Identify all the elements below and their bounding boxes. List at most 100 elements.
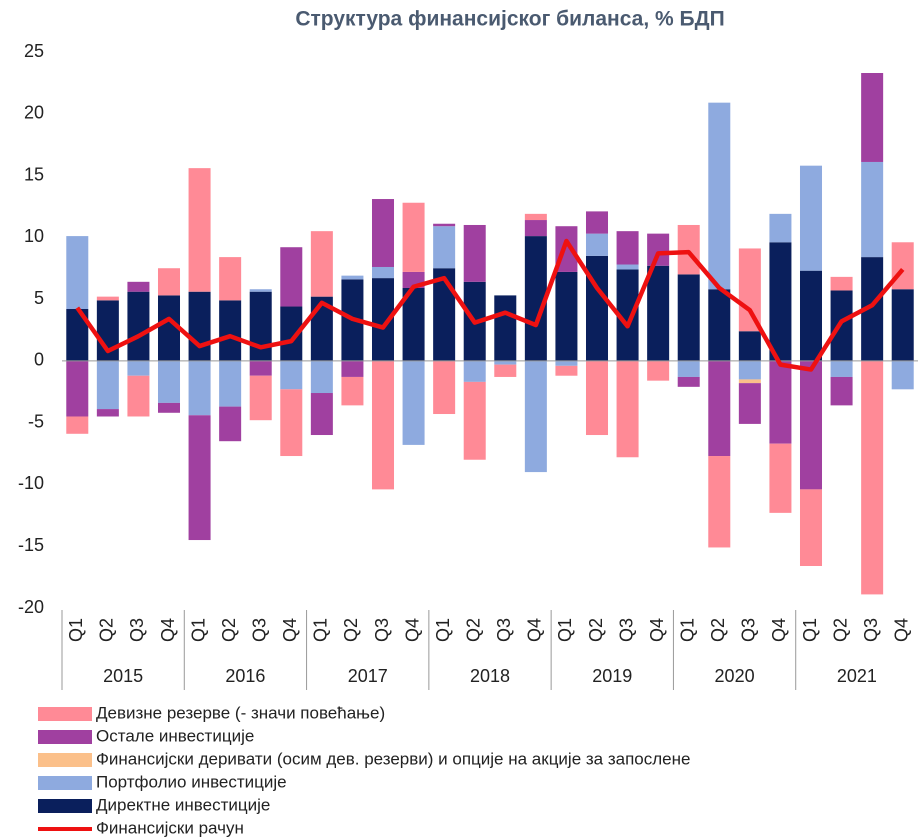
bar-segment: [891, 289, 914, 361]
x-tick-label: Q4: [525, 618, 545, 642]
bar-segment: [769, 360, 792, 444]
bar-segment: [524, 220, 547, 237]
bar-segment: [524, 360, 547, 473]
bar-segment: [371, 199, 395, 267]
bar-segment: [371, 266, 395, 279]
bar-segment: [402, 360, 425, 445]
bar-segment: [738, 331, 761, 361]
x-tick-label: Q2: [463, 618, 483, 642]
bar-segment: [708, 360, 731, 457]
bar-segment: [616, 269, 639, 361]
bar-segment: [891, 360, 914, 390]
y-tick-label: -5: [28, 411, 44, 431]
x-tick-label: Q4: [647, 618, 667, 642]
x-tick-label: Q3: [861, 618, 881, 642]
x-tick-label: Q3: [372, 618, 392, 642]
bar-segment: [219, 406, 242, 442]
bar-segment: [249, 375, 272, 421]
group-label: 2018: [470, 666, 510, 686]
bar-segment: [708, 456, 731, 548]
bar-segment: [677, 224, 700, 275]
bar-segment: [341, 376, 364, 406]
bar-segment: [188, 168, 211, 292]
x-tick-label: Q4: [769, 618, 789, 642]
bar-segment: [433, 223, 456, 227]
x-tick-label: Q1: [555, 618, 575, 642]
bar-segment: [494, 364, 517, 377]
x-tick-label: Q2: [830, 618, 850, 642]
group-label: 2017: [348, 666, 388, 686]
legend-swatch: [38, 730, 92, 744]
y-tick-label: -10: [18, 473, 44, 493]
x-tick-label: Q2: [219, 618, 239, 642]
bar-segment: [188, 360, 211, 416]
y-tick-label: 0: [34, 350, 44, 370]
bar-segment: [127, 281, 150, 292]
group-label: 2016: [225, 666, 265, 686]
bar-segment: [157, 268, 181, 296]
legend-label: Остале инвестиције: [96, 726, 254, 745]
bar-segment: [66, 308, 89, 361]
bar-segment: [494, 360, 517, 365]
bar-segment: [96, 409, 119, 417]
bar-segment: [585, 255, 609, 361]
bar-segment: [799, 270, 823, 361]
bar-segment: [433, 360, 456, 415]
bar-segment: [96, 296, 119, 301]
chart-title: Структура финансијског биланса, % БДП: [295, 8, 724, 31]
x-tick-label: Q4: [280, 618, 300, 642]
legend-label: Финансијски рачун: [96, 818, 244, 837]
bar-segment: [616, 264, 639, 270]
bar-segment: [769, 213, 792, 243]
bar-segment: [249, 289, 272, 292]
legend-label: Финансијски деривати (осим дев. резерви)…: [96, 749, 690, 768]
bar-segment: [371, 360, 395, 490]
bar-segment: [555, 360, 578, 366]
bar-segment: [524, 213, 547, 221]
bar-segment: [585, 211, 609, 234]
legend-swatch: [38, 799, 92, 813]
bar-segment: [738, 360, 761, 380]
bar-segment: [524, 236, 547, 361]
bar-segment: [647, 360, 670, 381]
bar-segment: [738, 379, 761, 384]
bar-segment: [677, 376, 700, 387]
bar-segment: [280, 247, 303, 307]
legend-label: Директне инвестиције: [96, 795, 270, 814]
bar-segment: [799, 489, 823, 566]
group-label: 2020: [715, 666, 755, 686]
bar-segment: [677, 274, 700, 361]
bar-segment: [494, 295, 517, 361]
bar-segment: [433, 268, 456, 361]
bar-segment: [555, 365, 578, 376]
bar-segment: [280, 389, 303, 457]
y-tick-label: 10: [24, 226, 44, 246]
x-tick-label: Q1: [677, 618, 697, 642]
bar-segment: [463, 381, 486, 460]
x-tick-label: Q3: [616, 618, 636, 642]
bar-segment: [249, 360, 272, 376]
bar-segment: [555, 271, 578, 361]
legend-label: Девизне резерве (- значи повећање): [96, 703, 385, 722]
bar-segment: [402, 202, 425, 272]
bar-segment: [708, 102, 731, 290]
bar-segment: [799, 360, 823, 490]
bar-segment: [188, 291, 211, 361]
bar-segment: [341, 360, 364, 377]
bar-segment: [66, 360, 89, 417]
bar-segment: [830, 276, 853, 291]
bar-segment: [127, 360, 150, 376]
bar-segment: [616, 360, 639, 458]
x-tick-label: Q3: [249, 618, 269, 642]
group-label: 2021: [837, 666, 877, 686]
bar-segment: [157, 360, 181, 403]
y-tick-label: 15: [24, 164, 44, 184]
bar-segment: [616, 231, 639, 265]
bar-segment: [310, 393, 333, 436]
legend-swatch: [38, 776, 92, 790]
bar-segment: [371, 278, 395, 361]
line-series: [75, 238, 905, 372]
group-label: 2019: [592, 666, 632, 686]
bar-segment: [861, 360, 884, 595]
